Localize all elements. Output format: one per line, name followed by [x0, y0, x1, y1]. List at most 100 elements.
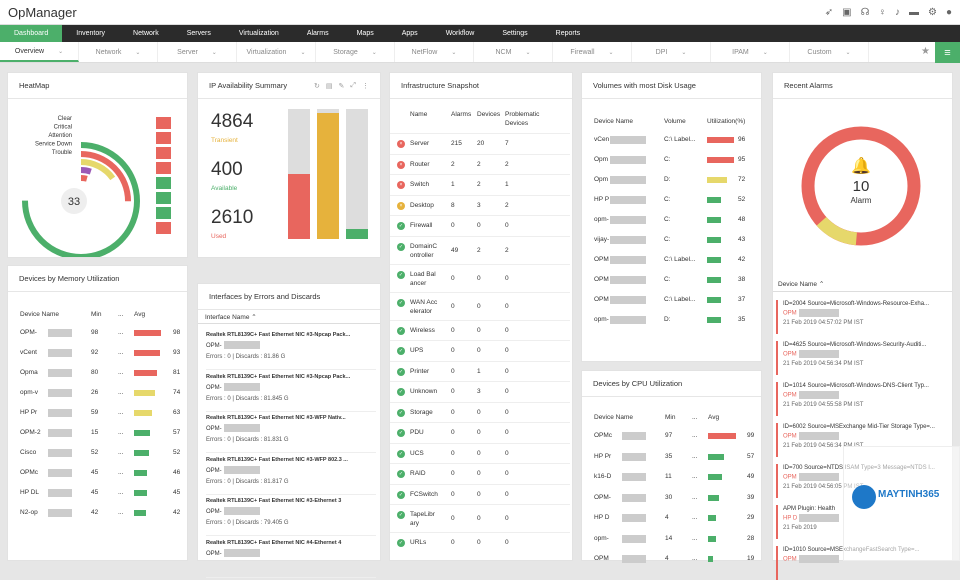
- rocket-icon[interactable]: ➶: [824, 6, 834, 18]
- table-row[interactable]: ✓ Storage 0 0 0: [390, 401, 570, 423]
- nav-apps[interactable]: Apps: [401, 30, 418, 37]
- table-row[interactable]: HP P C: 52: [582, 196, 757, 214]
- subtab-custom[interactable]: Custom ⌄: [790, 42, 869, 62]
- headset-icon[interactable]: ☊: [860, 6, 870, 18]
- table-row[interactable]: vCen C:\ Label... 96: [582, 136, 757, 154]
- nav-reports[interactable]: Reports: [555, 30, 581, 37]
- nav-workflow[interactable]: Workflow: [445, 30, 475, 37]
- lightbulb-icon[interactable]: ♀: [878, 6, 886, 18]
- table-row[interactable]: HP Pr 35... 57: [582, 452, 757, 474]
- column-header[interactable]: Min: [91, 311, 102, 318]
- interface-item[interactable]: Realtek RTL8139C+ Fast Ethernet NIC #3-N…: [206, 372, 376, 412]
- battery-icon[interactable]: ▬: [908, 6, 919, 18]
- table-row[interactable]: ✓ Wireless 0 0 0: [390, 319, 570, 341]
- table-row[interactable]: ✓ Unknown 0 3 0: [390, 381, 570, 402]
- table-row[interactable]: ✓ Load Balancer 0 0 0: [390, 263, 570, 292]
- table-row[interactable]: HP DL 45... 45: [8, 489, 183, 509]
- subtab-netflow[interactable]: NetFlow ⌄: [395, 42, 474, 62]
- nav-alarms[interactable]: Alarms: [306, 30, 329, 37]
- subtab-server[interactable]: Server ⌄: [158, 42, 237, 62]
- column-header[interactable]: Problematic Devices: [505, 111, 540, 127]
- alarm-item[interactable]: ID=2004 Source=Microsoft-Windows-Resourc…: [776, 300, 948, 334]
- table-row[interactable]: HP D 4... 29: [582, 514, 757, 535]
- more-icon[interactable]: ⋮: [362, 82, 369, 90]
- table-row[interactable]: ✓ FCSwitch 0 0 0: [390, 483, 570, 505]
- interface-item[interactable]: Realtek RTL8139C+ Fast Ethernet NIC #3-W…: [206, 413, 376, 453]
- subtab-network[interactable]: Network ⌄: [79, 42, 158, 62]
- column-header[interactable]: ...: [118, 311, 124, 318]
- table-row[interactable]: × Server 215 20 7: [390, 133, 570, 154]
- table-row[interactable]: k16-D 11... 49: [582, 473, 757, 494]
- nav-network[interactable]: Network: [133, 30, 159, 37]
- column-header[interactable]: Min: [665, 414, 676, 421]
- table-row[interactable]: ✓ URLs 0 0 0: [390, 532, 570, 553]
- table-row[interactable]: OPM 4... 19: [582, 555, 757, 576]
- interface-item[interactable]: Realtek RTL8139C+ Fast Ethernet NIC #3-N…: [206, 330, 376, 370]
- nav-dashboard[interactable]: Dashboard: [0, 25, 63, 42]
- subtab-virtualization[interactable]: Virtualization ⌄: [237, 42, 316, 62]
- table-row[interactable]: OPMc 45... 46: [8, 469, 183, 489]
- table-row[interactable]: × Desktop 8 3 2: [390, 194, 570, 216]
- add-widget-button[interactable]: ≡: [935, 42, 960, 63]
- column-header[interactable]: Name: [410, 111, 428, 118]
- table-row[interactable]: Cisco 52... 52: [8, 449, 183, 469]
- table-row[interactable]: ✓ PDU 0 0 0: [390, 422, 570, 443]
- column-header[interactable]: Avg: [134, 311, 146, 318]
- column-header[interactable]: Volume: [664, 118, 686, 125]
- column-header[interactable]: Device Name: [20, 311, 60, 318]
- subtab-firewall[interactable]: Firewall ⌄: [553, 42, 632, 62]
- nav-settings[interactable]: Settings: [502, 30, 528, 37]
- table-row[interactable]: ✓ WAN Accelerator 0 0 0: [390, 291, 570, 320]
- table-row[interactable]: Opm C: 95: [582, 156, 757, 174]
- subtab-storage[interactable]: Storage ⌄: [316, 42, 395, 62]
- column-header[interactable]: Device Name: [594, 414, 634, 421]
- nav-servers[interactable]: Servers: [186, 30, 211, 37]
- table-row[interactable]: OPM C:\ Label... 37: [582, 296, 757, 314]
- table-row[interactable]: vCent 92... 93: [8, 349, 183, 369]
- column-header[interactable]: Device Name ⌃: [773, 276, 952, 292]
- table-row[interactable]: HP Pr 59... 63: [8, 409, 183, 429]
- refresh-icon[interactable]: ↻: [314, 82, 320, 90]
- table-row[interactable]: vijay- C: 43: [582, 236, 757, 254]
- table-row[interactable]: × Switch 1 2 1: [390, 174, 570, 195]
- table-row[interactable]: ✓ Printer 0 1 0: [390, 360, 570, 382]
- interface-item[interactable]: Realtek RTL8139C+ Fast Ethernet NIC #3-E…: [206, 496, 376, 536]
- column-header[interactable]: Utilization(%): [707, 118, 746, 125]
- table-row[interactable]: Opma 80... 81: [8, 369, 183, 389]
- ip-bar[interactable]: [317, 109, 339, 239]
- table-row[interactable]: OPM C: 38: [582, 276, 757, 294]
- alarm-item[interactable]: APM Plugin: Health HP D 21 Feb 2019: [776, 505, 948, 539]
- interface-item[interactable]: Realtek RTL8139C+ Fast Ethernet NIC #3-W…: [206, 455, 376, 495]
- table-row[interactable]: N2-op 42... 42: [8, 509, 183, 529]
- subtab-dpi[interactable]: DPI ⌄: [632, 42, 711, 62]
- column-header[interactable]: Interface Name ⌃: [198, 310, 380, 324]
- ip-bar[interactable]: [346, 109, 368, 239]
- table-row[interactable]: ✓ UCS 0 0 0: [390, 442, 570, 464]
- table-row[interactable]: ✓ RAID 0 0 0: [390, 463, 570, 484]
- column-header[interactable]: ...: [692, 414, 698, 421]
- interface-item[interactable]: Realtek RTL8139C+ Fast Ethernet NIC #4-E…: [206, 538, 376, 578]
- subtab-ipam[interactable]: IPAM ⌄: [711, 42, 790, 62]
- expand-icon[interactable]: ⤢: [350, 81, 356, 89]
- table-row[interactable]: ✓ UPS 0 0 0: [390, 340, 570, 361]
- table-row[interactable]: opm- C: 48: [582, 216, 757, 234]
- star-icon[interactable]: ★: [921, 46, 930, 57]
- table-row[interactable]: OPM C:\ Label... 42: [582, 256, 757, 274]
- table-row[interactable]: Opm D: 72: [582, 176, 757, 194]
- document-icon[interactable]: ▤: [325, 82, 333, 90]
- table-row[interactable]: ✓ TapeLibrary 0 0 0: [390, 504, 570, 532]
- ip-bar[interactable]: [288, 109, 310, 239]
- nav-inventory[interactable]: Inventory: [76, 30, 106, 37]
- monitor-icon[interactable]: ▣: [842, 6, 852, 18]
- nav-maps[interactable]: Maps: [356, 30, 374, 37]
- table-row[interactable]: ✓ Firewall 0 0 0: [390, 215, 570, 236]
- subtab-overview[interactable]: Overview ⌄: [0, 42, 79, 62]
- column-header[interactable]: Devices: [477, 111, 501, 118]
- alarm-item[interactable]: ID=6002 Source=MSExchange Mid-Tier Stora…: [776, 423, 948, 457]
- gear-icon[interactable]: ⚙: [927, 6, 937, 18]
- column-header[interactable]: Alarms: [451, 111, 472, 118]
- table-row[interactable]: OPMc 97... 99: [582, 432, 757, 453]
- bell-icon[interactable]: ♪: [894, 6, 900, 18]
- table-row[interactable]: ✓ DomainController 49 2 2: [390, 235, 570, 264]
- table-row[interactable]: opm- 14... 28: [582, 534, 757, 556]
